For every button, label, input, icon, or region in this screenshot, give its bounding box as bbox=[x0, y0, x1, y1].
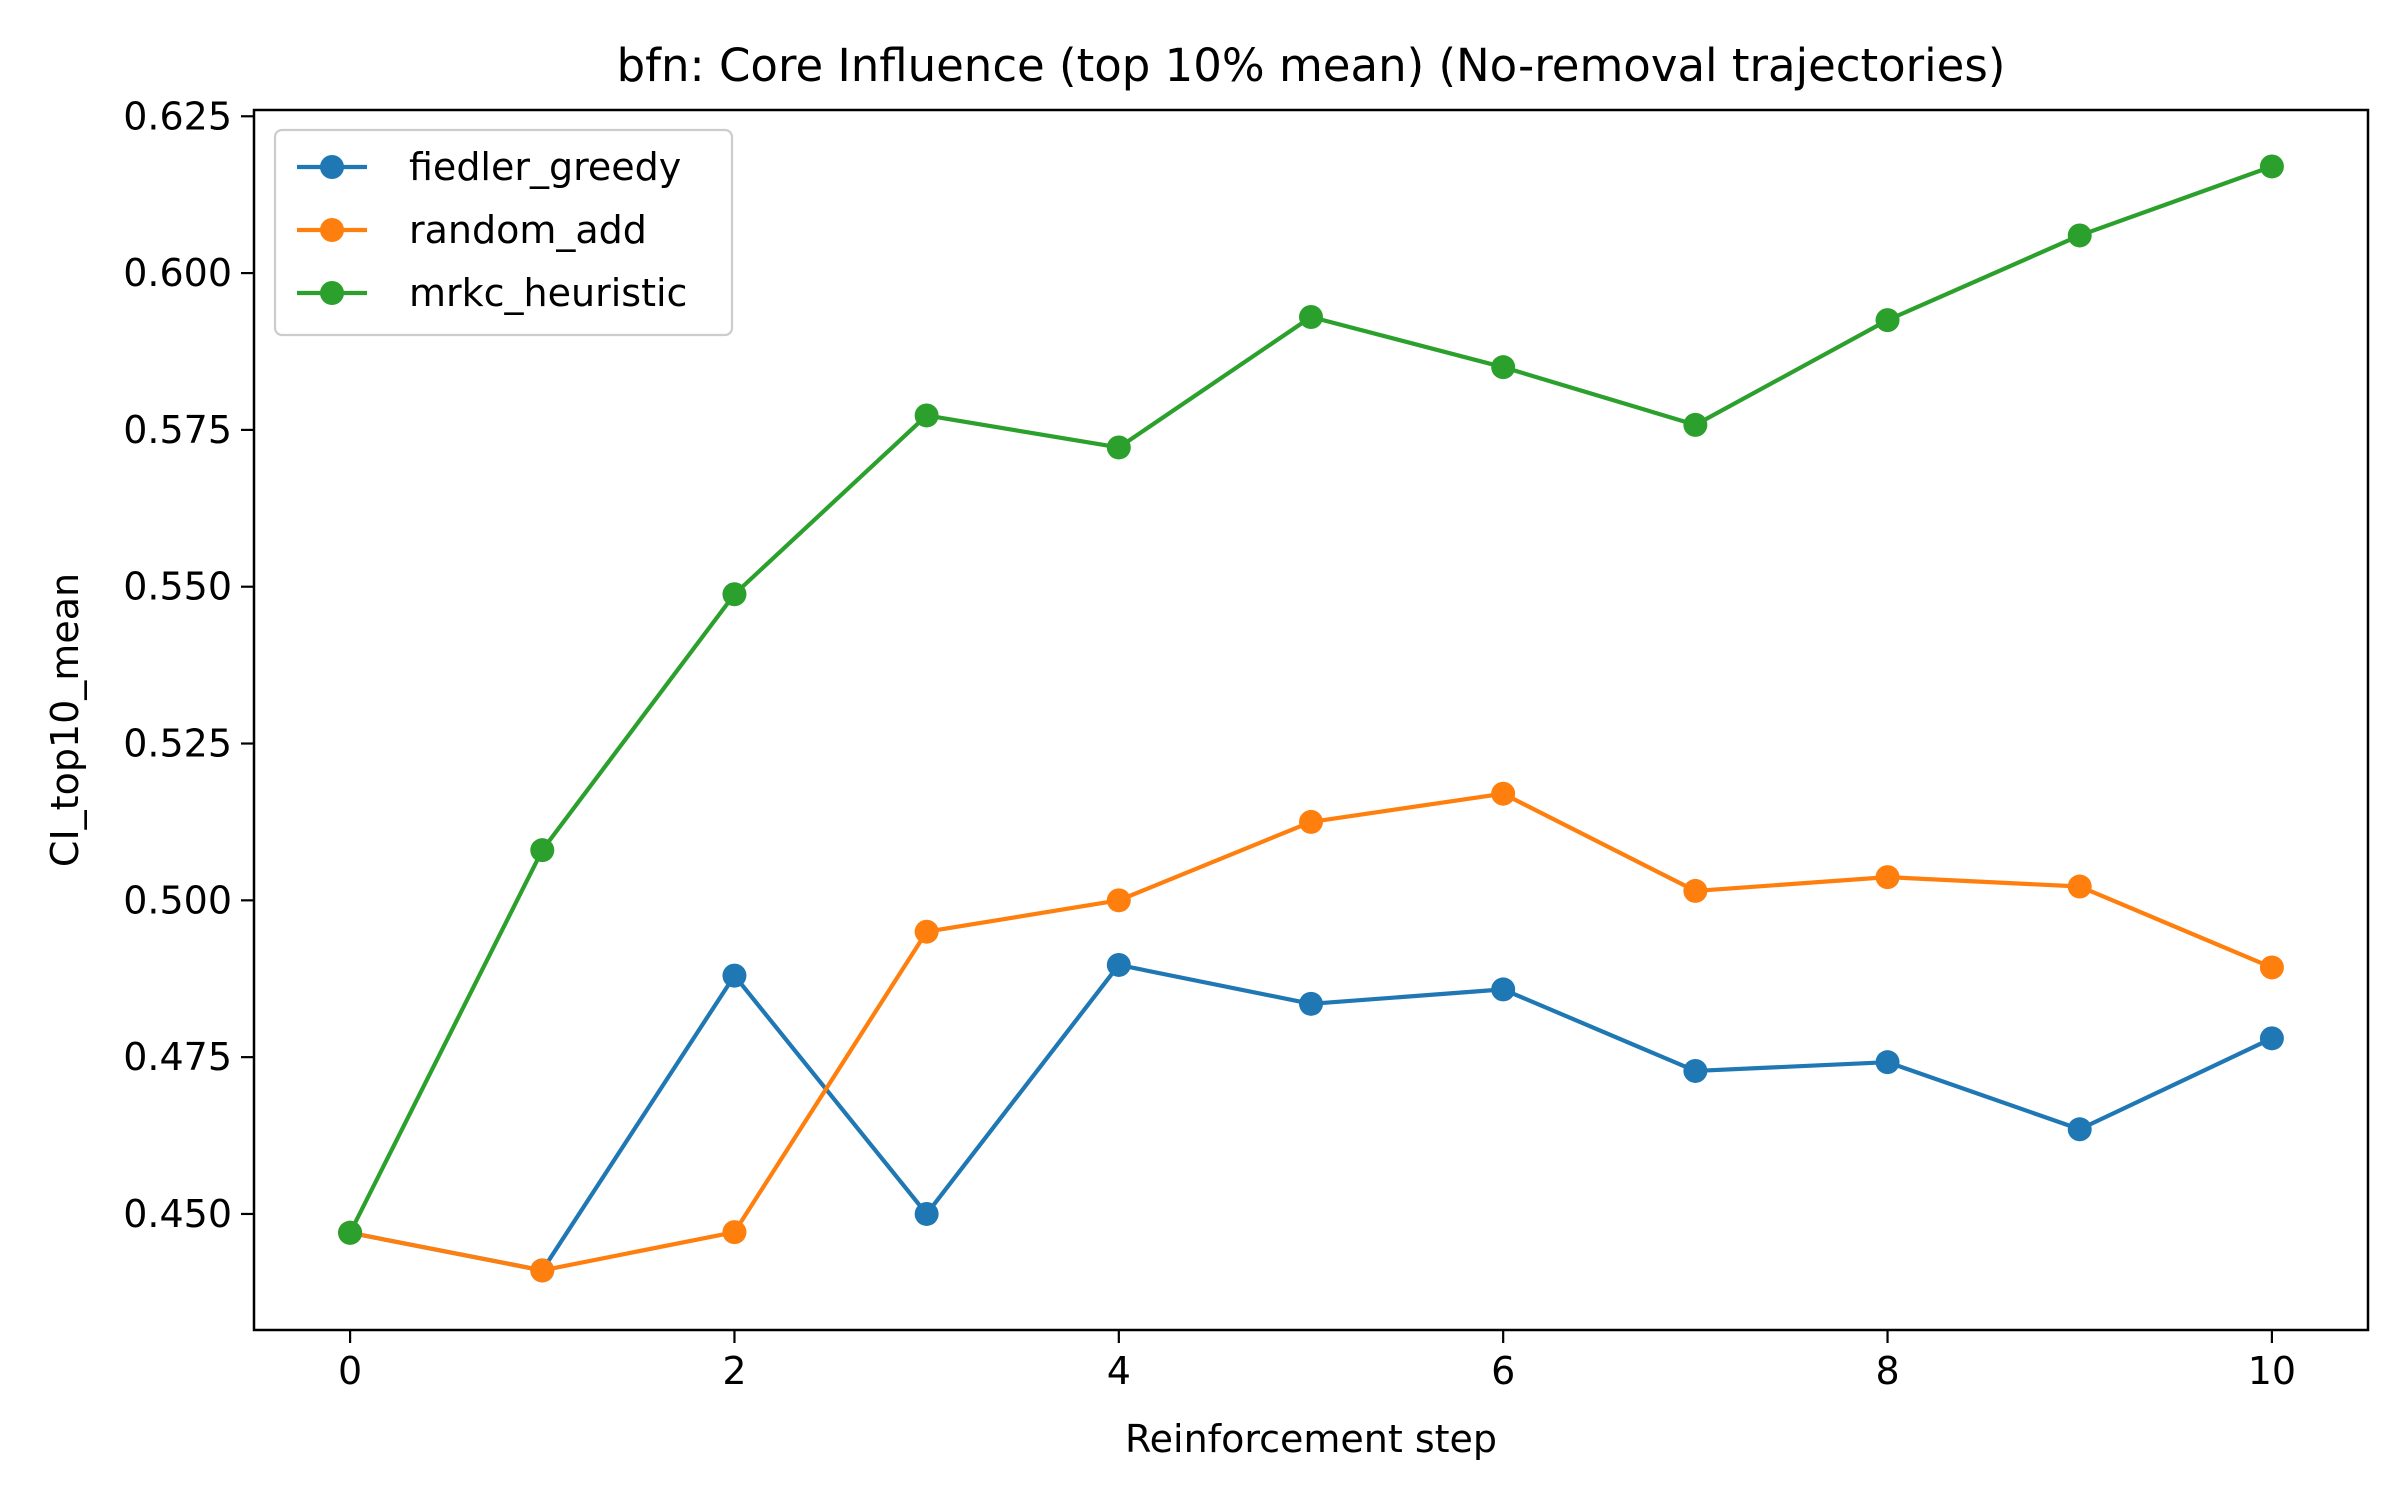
legend: fiedler_greedy random_add mrkc_heuristic bbox=[273, 128, 734, 337]
x-axis: 0 2 4 6 8 10 bbox=[338, 1330, 2296, 1393]
data-point-mrkc_heuristic bbox=[722, 582, 747, 607]
data-point-random_add bbox=[2259, 955, 2284, 980]
data-point-fiedler_greedy bbox=[1683, 1058, 1708, 1083]
legend-marker-random_add bbox=[320, 218, 344, 242]
data-point-random_add bbox=[1106, 888, 1131, 913]
data-point-random_add bbox=[2067, 874, 2092, 899]
legend-label-mrkc_heuristic: mrkc_heuristic bbox=[409, 271, 687, 315]
data-point-random_add bbox=[1683, 878, 1708, 903]
data-point-mrkc_heuristic bbox=[2259, 154, 2284, 179]
data-point-fiedler_greedy bbox=[1875, 1050, 1900, 1075]
data-point-fiedler_greedy bbox=[1299, 991, 1323, 1016]
plot-area bbox=[338, 154, 2284, 1283]
data-point-random_add bbox=[1299, 809, 1323, 834]
y-tick-label: 0.475 bbox=[123, 1035, 232, 1079]
data-point-fiedler_greedy bbox=[2259, 1026, 2284, 1051]
x-tick-label: 10 bbox=[2248, 1349, 2296, 1393]
data-point-mrkc_heuristic bbox=[2067, 223, 2092, 248]
x-tick-label: 0 bbox=[338, 1349, 362, 1393]
data-point-mrkc_heuristic bbox=[530, 838, 555, 863]
axes-frame bbox=[252, 108, 2370, 1332]
data-point-fiedler_greedy bbox=[1491, 977, 1516, 1002]
legend-label-fiedler_greedy: fiedler_greedy bbox=[409, 145, 681, 189]
legend-label-random_add: random_add bbox=[409, 208, 647, 252]
legend-marker-fiedler_greedy bbox=[320, 155, 344, 179]
data-point-mrkc_heuristic bbox=[1875, 308, 1900, 333]
y-tick-label: 0.575 bbox=[123, 408, 232, 452]
y-tick-label: 0.450 bbox=[123, 1192, 232, 1236]
legend-box bbox=[273, 128, 734, 337]
chart-title: bfn: Core Influence (top 10% mean) (No-r… bbox=[617, 39, 2006, 92]
legend-marker-mrkc_heuristic bbox=[320, 281, 344, 305]
data-point-mrkc_heuristic bbox=[1299, 304, 1323, 329]
y-axis-title: CI_top10_mean bbox=[43, 573, 87, 867]
data-point-mrkc_heuristic bbox=[1106, 435, 1131, 460]
data-point-random_add bbox=[722, 1220, 747, 1245]
y-tick-label: 0.625 bbox=[123, 94, 232, 138]
x-axis-title: Reinforcement step bbox=[1125, 1417, 1497, 1461]
data-point-mrkc_heuristic bbox=[1683, 412, 1708, 437]
x-tick-label: 6 bbox=[1491, 1349, 1515, 1393]
y-tick-label: 0.550 bbox=[123, 565, 232, 609]
data-point-mrkc_heuristic bbox=[1491, 355, 1516, 380]
data-point-fiedler_greedy bbox=[722, 963, 747, 988]
y-tick-label: 0.600 bbox=[123, 251, 232, 295]
y-tick-label: 0.500 bbox=[123, 878, 232, 922]
x-tick-label: 8 bbox=[1875, 1349, 1899, 1393]
data-point-random_add bbox=[1491, 781, 1516, 806]
x-tick-label: 4 bbox=[1107, 1349, 1131, 1393]
data-point-fiedler_greedy bbox=[1106, 952, 1131, 977]
data-point-mrkc_heuristic bbox=[914, 403, 939, 428]
data-point-random_add bbox=[914, 919, 939, 944]
data-point-random_add bbox=[1875, 865, 1900, 890]
y-tick-label: 0.525 bbox=[123, 722, 232, 766]
data-point-random_add bbox=[530, 1258, 555, 1283]
data-point-fiedler_greedy bbox=[2067, 1117, 2092, 1142]
x-tick-label: 2 bbox=[722, 1349, 746, 1393]
y-axis: 0.450 0.475 0.500 0.525 0.550 0.575 0.600 0.625 bbox=[123, 94, 254, 1236]
data-point-fiedler_greedy bbox=[914, 1201, 939, 1226]
data-point-mrkc_heuristic bbox=[338, 1220, 363, 1245]
